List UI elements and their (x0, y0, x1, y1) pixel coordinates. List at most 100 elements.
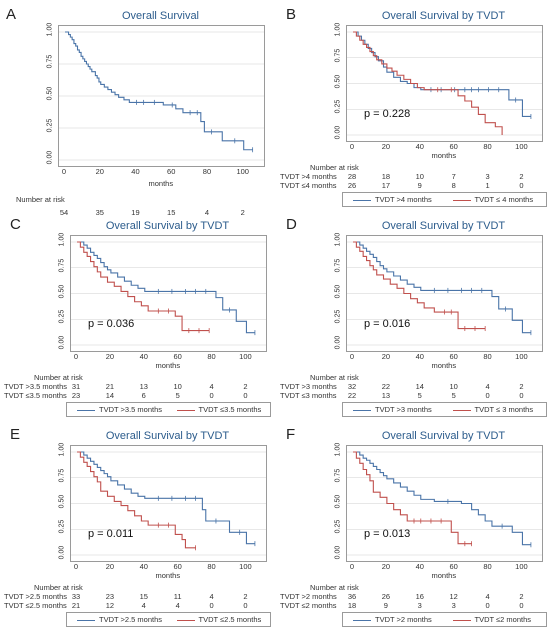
risk-count: 23 (71, 391, 81, 400)
risk-count: 4 (175, 601, 180, 610)
y-tick-label: 0.25 (334, 519, 342, 534)
risk-count: 19 (131, 208, 140, 217)
risk-row-name: TVDT ≤2.5 months (4, 601, 67, 610)
y-tick-label: 1.00 (58, 232, 66, 247)
y-tick-label: 0.00 (334, 545, 342, 560)
x-tick-label: 60 (449, 142, 458, 151)
y-tick-label: 1.00 (334, 232, 342, 247)
km-curve-group-1 (77, 451, 255, 545)
risk-count: 14 (105, 391, 115, 400)
km-plot-svg (347, 31, 542, 136)
y-tick-label: 0.00 (58, 545, 66, 560)
plot-area (70, 445, 267, 562)
legend-label: TVDT ≤2 months (474, 615, 532, 624)
plot-area (346, 25, 543, 142)
y-tick-label: 0.75 (58, 468, 66, 483)
x-tick-label: 100 (239, 562, 252, 571)
legend-label: TVDT ≤2.5 months (198, 615, 262, 624)
risk-count: 10 (173, 382, 182, 391)
km-plot-svg (71, 451, 266, 556)
legend-label: TVDT ≤ 3 months (474, 405, 534, 414)
risk-count: 28 (347, 172, 357, 181)
x-tick-label: 40 (139, 352, 148, 361)
x-tick-label: 80 (207, 562, 216, 571)
panel-letter: F (286, 426, 296, 443)
risk-row-name: TVDT >4 months (280, 172, 337, 181)
x-tick-label: 100 (236, 167, 249, 176)
km-plot-svg (347, 451, 542, 556)
risk-count: 8 (451, 181, 456, 190)
risk-count: 0 (519, 181, 524, 190)
y-tick-label: 1.00 (46, 22, 54, 37)
risk-count: 2 (243, 382, 248, 391)
p-value: p = 0.036 (88, 318, 135, 330)
panel-letter: A (6, 6, 17, 23)
y-tick-label: 0.50 (58, 494, 66, 508)
legend: TVDT >4 months TVDT ≤ 4 months (342, 192, 547, 207)
risk-count: 0 (519, 391, 524, 400)
legend-swatch (353, 619, 371, 621)
risk-count: 5 (175, 391, 180, 400)
y-tick-label: 0.25 (58, 309, 66, 324)
legend-swatch (176, 619, 195, 621)
legend-item: TVDT ≤2.5 months (176, 615, 262, 624)
x-tick-label: 100 (239, 352, 252, 361)
risk-table-title: Number at risk (34, 373, 83, 382)
risk-count: 4 (209, 382, 214, 391)
y-tick-label: 0.50 (334, 494, 342, 508)
chart-title: Overall Survival by TVDT (105, 430, 230, 442)
legend-label: TVDT >4 months (375, 195, 432, 204)
y-tick-label: 0.50 (334, 284, 342, 298)
risk-count: 22 (381, 382, 391, 391)
risk-count: 16 (415, 592, 424, 601)
risk-count: 9 (417, 181, 422, 190)
x-axis-label: months (431, 571, 457, 580)
risk-count: 0 (243, 601, 248, 610)
x-axis-label: months (155, 571, 181, 580)
legend: TVDT >2 months TVDT ≤2 months (342, 612, 547, 627)
km-panel-c: C Overall Survival by TVDT 0.00 0.25 0.50 0.7… (0, 210, 274, 418)
y-tick-label: 0.50 (58, 284, 66, 298)
x-tick-label: 20 (381, 562, 391, 571)
km-curve-group-2 (77, 451, 196, 549)
legend-swatch (176, 409, 195, 411)
plot-area (58, 25, 265, 167)
risk-count: 5 (417, 391, 422, 400)
risk-count: 32 (347, 382, 357, 391)
p-value: p = 0.013 (364, 528, 411, 540)
risk-row-name: TVDT ≤3.5 months (4, 391, 67, 400)
risk-count: 18 (347, 601, 357, 610)
km-curve-group-1 (353, 241, 531, 334)
risk-count: 0 (209, 601, 214, 610)
risk-count: 4 (209, 592, 214, 601)
legend-label: TVDT >3 months (375, 405, 432, 414)
risk-count: 2 (240, 208, 245, 217)
km-curve-group-1 (353, 31, 531, 118)
chart-title: Overall Survival by TVDT (381, 430, 506, 442)
x-tick-label: 80 (483, 352, 492, 361)
legend-swatch (353, 199, 371, 201)
y-tick-label: 0.00 (46, 150, 54, 165)
x-tick-label: 60 (449, 352, 458, 361)
risk-count: 0 (485, 391, 490, 400)
x-tick-label: 60 (449, 562, 458, 571)
risk-count: 21 (71, 601, 81, 610)
risk-count: 36 (347, 592, 357, 601)
km-curve-group-2 (353, 451, 472, 545)
legend-label: TVDT >2.5 months (99, 615, 163, 624)
risk-count: 7 (451, 172, 456, 181)
legend-swatch (353, 409, 371, 411)
x-axis-label: months (431, 151, 457, 160)
risk-count: 23 (105, 592, 115, 601)
risk-count: 0 (243, 391, 248, 400)
x-tick-label: 80 (202, 167, 212, 176)
risk-row-name: TVDT ≤4 months (280, 181, 337, 190)
risk-count: 0 (519, 601, 524, 610)
risk-count: 12 (105, 601, 115, 610)
risk-table-title: Number at risk (34, 583, 83, 592)
legend-item: TVDT >3 months (353, 405, 432, 414)
legend-label: TVDT ≤3.5 months (198, 405, 262, 414)
risk-table-title: Number at risk (16, 195, 65, 204)
risk-count: 10 (449, 382, 458, 391)
legend-label: TVDT ≤ 4 months (474, 195, 534, 204)
